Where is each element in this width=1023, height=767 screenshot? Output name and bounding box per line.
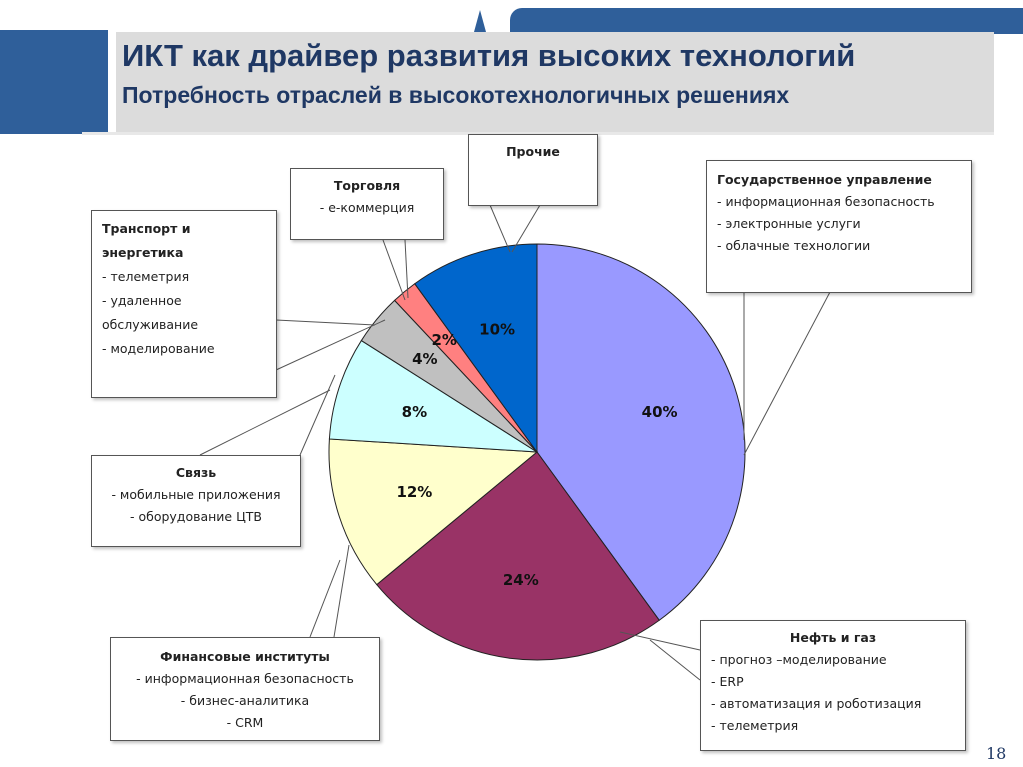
callout-transport-item: - моделирование — [102, 341, 215, 356]
top-accent-bar — [510, 8, 1023, 34]
callout-trade-heading: Торговля — [333, 178, 401, 193]
callout-comm-item: - мобильные приложения — [111, 487, 281, 502]
pie-slice — [376, 451, 660, 661]
callout-oil-item: - телеметрия — [711, 718, 799, 733]
callout-transport-heading: Транспорт и — [102, 221, 191, 236]
callout-gov-item: - информационная безопасность — [717, 194, 935, 209]
callout-oil: Нефть и газ - прогноз –моделирование - E… — [700, 620, 966, 751]
callout-oil-item: - автоматизация и роботизация — [711, 696, 922, 711]
leader-other — [489, 204, 511, 253]
callout-oil-heading: Нефть и газ — [789, 630, 877, 645]
callout-transport-item: - удаленное — [102, 293, 182, 308]
callout-fin-item: - CRM — [226, 715, 264, 730]
pie-slice-label: 2% — [431, 331, 456, 349]
pie-slice — [536, 243, 746, 621]
leader-trade-2 — [404, 239, 409, 299]
callout-gov: Государственное управление - информацион… — [706, 160, 972, 293]
leader-other-2 — [511, 204, 541, 253]
callout-transport: Транспорт и энергетика - телеметрия - уд… — [91, 210, 277, 398]
callout-other: Прочие — [468, 134, 598, 206]
callout-fin: Финансовые институты - информационная бе… — [110, 637, 380, 741]
leader-gov-2 — [743, 291, 831, 456]
callout-other-heading: Прочие — [506, 144, 560, 159]
left-accent-block — [0, 30, 108, 134]
callout-transport-item: обслуживание — [102, 317, 199, 332]
leader-transport — [275, 319, 376, 326]
leader-trade — [382, 239, 406, 301]
callout-comm-heading: Связь — [175, 465, 217, 480]
callout-fin-item: - бизнес-аналитика — [180, 693, 310, 708]
leader-fin-2 — [309, 559, 341, 638]
leader-transport-2 — [275, 319, 386, 371]
callout-trade-item: - е-коммерция — [319, 200, 415, 215]
callout-gov-heading: Государственное управление — [717, 172, 932, 187]
pie-slice-label: 4% — [412, 350, 437, 368]
leader-fin — [333, 544, 350, 638]
leader-comm — [199, 389, 331, 456]
leader-comm-2 — [299, 374, 336, 456]
pie-slice — [328, 339, 538, 453]
pie-slice-label: 8% — [402, 403, 427, 421]
top-accent-spike — [474, 10, 486, 32]
callout-comm-item: - оборудование ЦТВ — [129, 509, 262, 524]
page-title: ИКТ как драйвер развития высоких техноло… — [122, 38, 856, 73]
page-number: 18 — [986, 744, 1007, 763]
callout-transport-item: - телеметрия — [102, 269, 190, 284]
callout-gov-item: - электронные услуги — [717, 216, 861, 231]
callout-comm: Связь - мобильные приложения - оборудова… — [91, 455, 301, 547]
callout-fin-heading: Финансовые институты — [160, 649, 330, 664]
pie-slice-label: 40% — [642, 403, 678, 421]
pie-slice-label: 12% — [396, 483, 432, 501]
callout-fin-item: - информационная безопасность — [136, 671, 354, 686]
pie-slice-label: 24% — [503, 571, 539, 589]
pie-slice — [414, 243, 538, 454]
callout-trade: Торговля - е-коммерция — [290, 168, 444, 240]
callout-gov-item: - облачные технологии — [717, 238, 871, 253]
page-subtitle: Потребность отраслей в высокотехнологичн… — [122, 82, 790, 108]
callout-oil-item: - прогноз –моделирование — [711, 652, 887, 667]
pie-slice-label: 10% — [479, 320, 515, 338]
leader-oil — [619, 631, 701, 651]
pie-slice — [328, 438, 539, 586]
callout-oil-item: - ERP — [711, 674, 744, 689]
callout-transport-heading: энергетика — [102, 245, 184, 260]
leader-oil-2 — [649, 639, 701, 681]
title-band — [82, 32, 994, 135]
